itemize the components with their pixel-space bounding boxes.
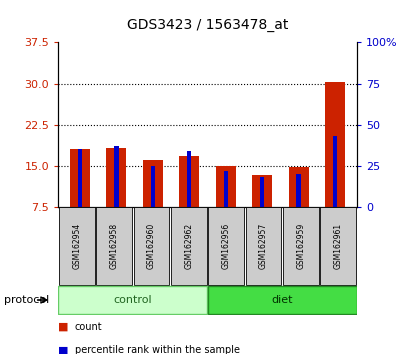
Text: GSM162959: GSM162959 xyxy=(296,223,305,269)
Text: GSM162958: GSM162958 xyxy=(110,223,119,269)
Bar xyxy=(151,166,155,207)
Bar xyxy=(296,174,301,207)
Bar xyxy=(283,207,319,285)
Bar xyxy=(70,149,90,207)
Text: control: control xyxy=(113,295,152,305)
Bar xyxy=(208,286,356,314)
Text: diet: diet xyxy=(271,295,293,305)
Text: protocol: protocol xyxy=(4,295,49,305)
Bar xyxy=(224,171,228,207)
Text: GSM162957: GSM162957 xyxy=(259,223,268,269)
Bar xyxy=(114,146,119,207)
Bar xyxy=(171,207,207,285)
Bar xyxy=(260,177,264,207)
Text: GSM162956: GSM162956 xyxy=(222,223,231,269)
Text: GSM162960: GSM162960 xyxy=(147,223,156,269)
Bar xyxy=(246,207,281,285)
Text: count: count xyxy=(75,322,103,332)
Text: ■: ■ xyxy=(58,322,68,332)
Bar xyxy=(59,286,207,314)
Bar xyxy=(333,136,337,207)
Bar xyxy=(143,160,163,207)
Bar xyxy=(208,207,244,285)
Text: percentile rank within the sample: percentile rank within the sample xyxy=(75,345,240,354)
Bar xyxy=(78,149,82,207)
Text: GSM162961: GSM162961 xyxy=(334,223,343,269)
Bar xyxy=(179,156,199,207)
Bar xyxy=(187,151,191,207)
Bar xyxy=(216,166,236,207)
Bar xyxy=(325,82,345,207)
Bar xyxy=(134,207,169,285)
Bar xyxy=(106,148,127,207)
Text: GDS3423 / 1563478_at: GDS3423 / 1563478_at xyxy=(127,18,288,32)
Bar xyxy=(252,175,272,207)
Bar xyxy=(59,207,95,285)
Text: GSM162962: GSM162962 xyxy=(184,223,193,269)
Text: GSM162954: GSM162954 xyxy=(72,223,81,269)
Bar xyxy=(320,207,356,285)
Bar xyxy=(288,167,309,207)
Text: ■: ■ xyxy=(58,345,68,354)
Bar xyxy=(96,207,132,285)
